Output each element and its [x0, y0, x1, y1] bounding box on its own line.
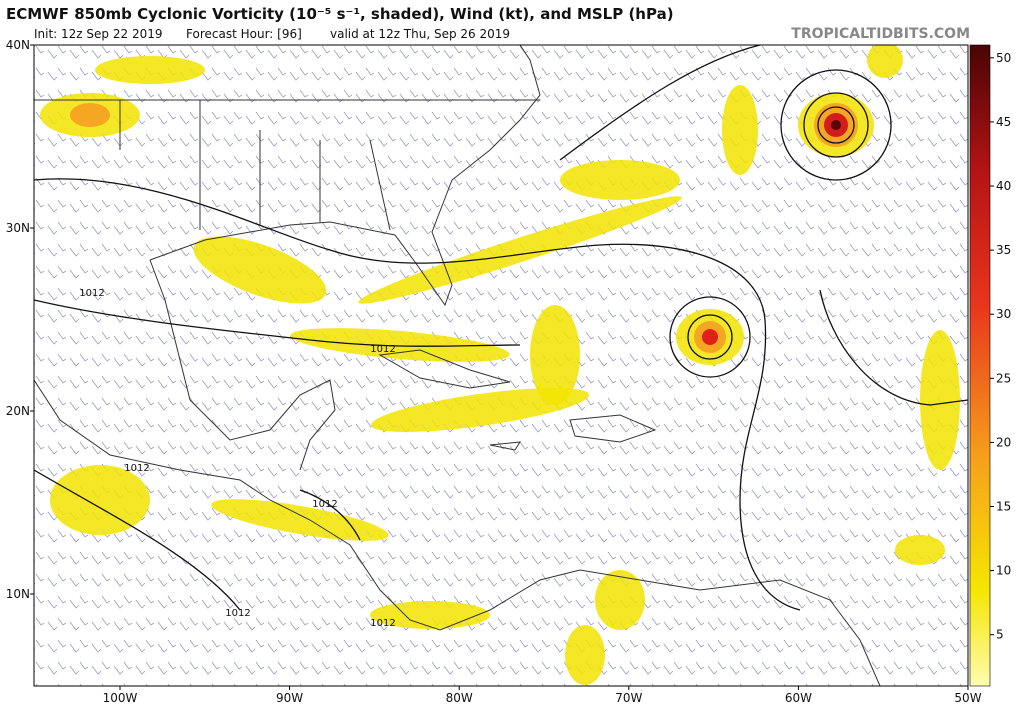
coastlines [34, 45, 881, 686]
contour-label: 1012 [370, 618, 395, 629]
colorbar-label: 20 [996, 435, 1011, 449]
contour-label: 1012 [225, 608, 250, 619]
colorbar [969, 44, 991, 687]
contour-label: 1012 [79, 288, 104, 299]
contour-label: 1012 [124, 463, 149, 474]
colorbar-label: 40 [996, 179, 1011, 193]
lat-label: 10N [6, 587, 30, 601]
colorbar-label: 25 [996, 371, 1011, 385]
isobars [34, 45, 968, 611]
vorticity [40, 45, 960, 685]
colorbar-label: 35 [996, 243, 1011, 257]
lat-label: 30N [6, 221, 30, 235]
lon-label: 60W [785, 691, 812, 705]
colorbar-label: 15 [996, 500, 1011, 514]
contour-label: 1012 [312, 499, 337, 510]
colorbar-label: 50 [996, 51, 1011, 65]
colorbar-ticks: 5 10 15 20 25 30 35 40 45 50 [990, 51, 1011, 642]
init: Init: 12z Sep 22 2019 [34, 27, 162, 41]
colorbar-label: 5 [996, 628, 1004, 642]
lon-label: 50W [954, 691, 981, 705]
lon-label: 90W [276, 691, 303, 705]
map: 1012 1012 1012 1012 1012 1012 [34, 45, 968, 686]
site: TROPICALTIDBITS.COM [791, 26, 970, 42]
lon-labels: 100W 90W 80W 70W 60W 50W [103, 686, 982, 705]
lat-labels: 40N 30N 20N 10N [6, 38, 34, 601]
colorbar-label: 45 [996, 115, 1011, 129]
map-frame [33, 44, 969, 687]
forecast-hour: Forecast Hour: [96] [186, 27, 302, 41]
colorbar-label: 30 [996, 307, 1011, 321]
colorbar-label: 10 [996, 564, 1011, 578]
lon-label: 80W [446, 691, 473, 705]
valid-time: valid at 12z Thu, Sep 26 2019 [330, 27, 510, 41]
lat-label: 20N [6, 404, 30, 418]
lat-label: 40N [6, 38, 30, 52]
contour-labels: 1012 1012 1012 1012 1012 1012 [79, 288, 395, 629]
lon-label: 70W [615, 691, 642, 705]
title: ECMWF 850mb Cyclonic Vorticity (10⁻⁵ s⁻¹… [6, 5, 674, 23]
contour-label: 1012 [370, 344, 395, 355]
lon-label: 100W [103, 691, 138, 705]
